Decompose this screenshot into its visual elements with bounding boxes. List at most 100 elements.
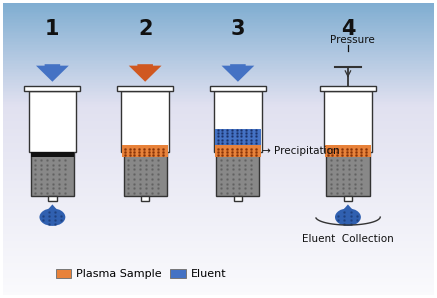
Bar — [3, 35, 434, 36]
Bar — [3, 281, 434, 282]
Bar — [3, 131, 434, 133]
Text: 3: 3 — [231, 19, 245, 39]
Bar — [3, 94, 434, 95]
Bar — [216, 152, 260, 196]
Bar — [3, 41, 434, 42]
Bar — [3, 16, 434, 17]
Bar — [3, 69, 434, 70]
Bar — [3, 156, 434, 158]
Bar — [3, 120, 434, 121]
Bar — [3, 175, 434, 177]
Bar — [3, 262, 434, 263]
Bar — [3, 212, 434, 213]
Bar — [3, 108, 434, 110]
Bar — [3, 44, 434, 45]
Bar — [214, 91, 262, 152]
Bar — [3, 33, 434, 35]
Bar — [3, 139, 434, 140]
Bar — [3, 140, 434, 142]
Bar — [3, 66, 434, 67]
Bar — [3, 49, 434, 51]
Bar — [3, 202, 434, 203]
Bar — [3, 26, 434, 28]
Bar — [3, 136, 434, 137]
Bar — [3, 45, 434, 47]
Bar — [3, 32, 434, 33]
Bar — [3, 165, 434, 167]
Bar — [3, 244, 434, 246]
Bar — [3, 159, 434, 161]
Bar — [3, 55, 434, 57]
Bar — [48, 196, 57, 201]
Bar — [3, 114, 434, 115]
Bar — [3, 167, 434, 168]
Bar — [3, 36, 434, 38]
Bar — [3, 253, 434, 254]
Bar — [3, 95, 434, 96]
Bar — [3, 256, 434, 257]
Bar — [3, 225, 434, 226]
Bar — [3, 153, 434, 155]
Bar — [3, 170, 434, 171]
Bar — [3, 288, 434, 289]
Bar — [3, 213, 434, 215]
Bar — [3, 216, 434, 218]
Bar — [3, 102, 434, 104]
Bar — [3, 196, 434, 197]
Bar — [3, 278, 434, 279]
Bar — [3, 294, 434, 295]
Bar — [326, 152, 370, 196]
Bar — [3, 238, 434, 240]
Bar — [3, 13, 434, 15]
Bar — [3, 29, 434, 31]
Bar — [320, 86, 376, 91]
Bar — [3, 229, 434, 231]
Bar — [3, 206, 434, 207]
Bar — [3, 121, 434, 123]
Bar — [3, 79, 434, 80]
Bar — [3, 231, 434, 232]
Bar — [124, 152, 167, 157]
Bar — [3, 104, 434, 105]
Bar — [3, 123, 434, 124]
Bar — [3, 63, 434, 64]
Bar — [3, 249, 434, 250]
Bar — [3, 101, 434, 102]
Bar — [3, 115, 434, 117]
Bar — [3, 215, 434, 216]
Bar — [3, 145, 434, 146]
Bar — [3, 273, 434, 275]
Bar — [3, 80, 434, 82]
Bar — [3, 64, 434, 66]
Bar — [3, 251, 434, 253]
Bar — [3, 168, 434, 170]
Polygon shape — [222, 64, 254, 82]
Bar — [234, 196, 242, 201]
Bar — [3, 243, 434, 244]
Bar — [3, 124, 434, 125]
Bar — [3, 118, 434, 120]
Bar — [3, 161, 434, 162]
Bar — [3, 291, 434, 292]
Bar — [326, 152, 370, 157]
Bar — [3, 186, 434, 187]
Bar — [3, 73, 434, 74]
Bar — [3, 130, 434, 131]
Bar — [24, 86, 80, 91]
Bar — [3, 224, 434, 225]
Bar — [3, 4, 434, 6]
Bar — [343, 196, 352, 201]
Bar — [3, 112, 434, 114]
Bar — [3, 15, 434, 16]
Text: Eluent  Collection: Eluent Collection — [302, 234, 394, 244]
Bar — [31, 152, 74, 157]
Bar — [3, 77, 434, 79]
Bar — [3, 74, 434, 76]
Bar — [3, 149, 434, 150]
Bar — [3, 12, 434, 13]
Bar — [3, 199, 434, 200]
Bar — [3, 187, 434, 188]
Bar — [3, 207, 434, 209]
Bar — [3, 105, 434, 107]
Bar — [3, 96, 434, 98]
